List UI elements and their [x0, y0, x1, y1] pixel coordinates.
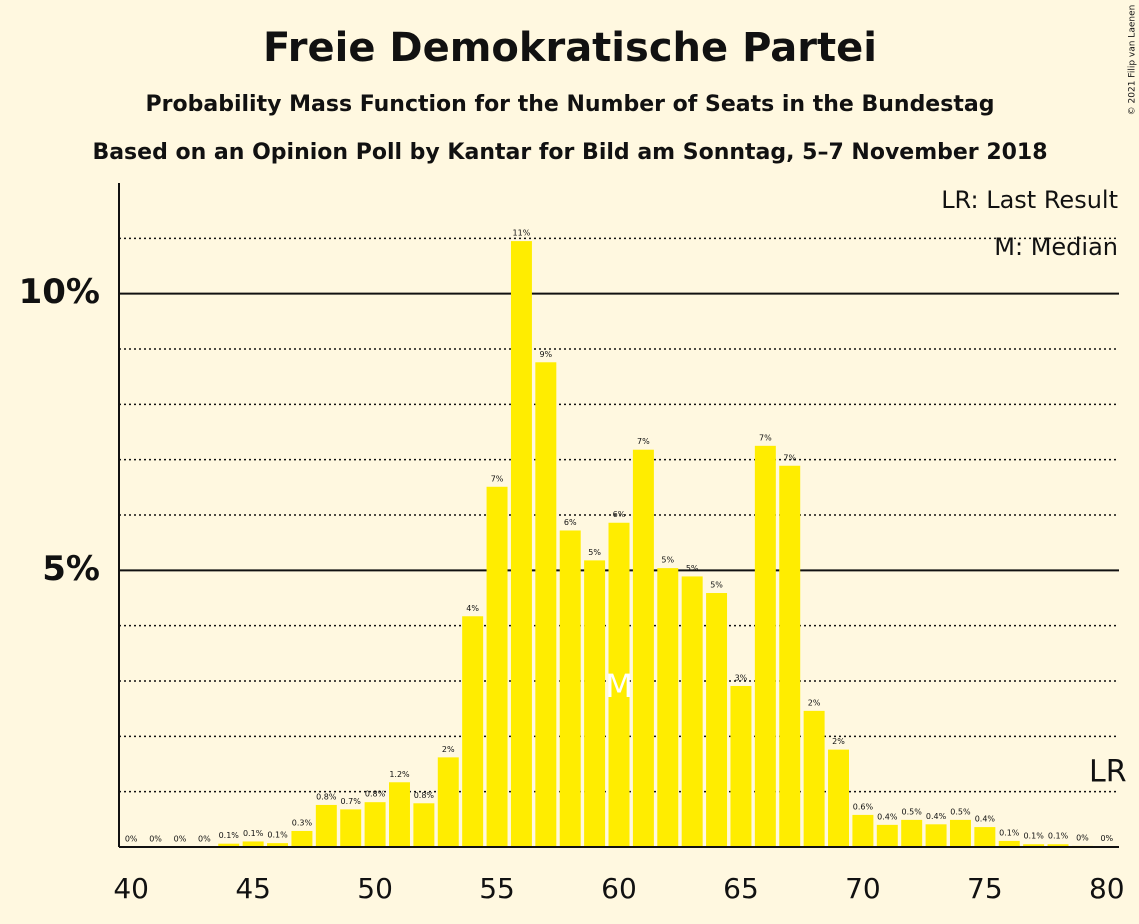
bar — [340, 809, 362, 847]
value-label: 0.3% — [292, 818, 313, 827]
median-marker: M — [605, 667, 633, 705]
copyright: © 2021 Filip van Laenen — [1128, 5, 1138, 116]
bar — [706, 593, 728, 847]
y-tick-label: 10% — [19, 272, 100, 312]
bar — [1023, 844, 1045, 847]
legend-text: M: Median — [994, 233, 1118, 261]
bar — [486, 486, 508, 847]
value-label: 0.8% — [316, 792, 337, 801]
bar — [584, 560, 606, 847]
value-label: 6% — [613, 510, 626, 519]
bar — [267, 843, 289, 847]
value-label: 7% — [491, 474, 504, 483]
value-label: 6% — [564, 518, 577, 527]
x-tick-label: 70 — [845, 872, 881, 905]
bar — [949, 819, 971, 847]
bar — [608, 522, 630, 847]
x-tick-label: 60 — [601, 872, 637, 905]
value-label: 0% — [149, 835, 162, 844]
value-label: 2% — [832, 737, 845, 746]
bar — [779, 465, 801, 847]
value-label: 0.1% — [1048, 832, 1069, 841]
value-label: 0.5% — [950, 807, 971, 816]
value-label: 0.1% — [999, 828, 1020, 837]
x-tick-label: 55 — [479, 872, 515, 905]
value-label: 11% — [513, 229, 531, 238]
y-tick-label: 5% — [42, 549, 100, 589]
bar — [754, 445, 776, 847]
value-label: 7% — [637, 437, 650, 446]
legend-text: LR: Last Result — [941, 186, 1118, 214]
value-label: 2% — [808, 698, 821, 707]
x-tick-label: 65 — [723, 872, 759, 905]
bar — [828, 749, 849, 847]
value-label: 0.5% — [902, 807, 923, 816]
x-tick-label: 80 — [1089, 872, 1125, 905]
bar — [437, 757, 459, 847]
last-result-marker: LR — [1089, 755, 1127, 790]
value-label: 2% — [442, 745, 455, 754]
value-label: 0.7% — [341, 797, 362, 806]
value-label: 5% — [588, 548, 601, 557]
value-label: 0.4% — [975, 815, 996, 824]
value-label: 0.1% — [1023, 832, 1044, 841]
subtitle: Based on an Opinion Poll by Kantar for B… — [92, 140, 1047, 165]
bar — [1047, 844, 1069, 847]
x-tick-label: 40 — [113, 872, 149, 905]
value-label: 0.4% — [877, 812, 898, 821]
value-label: 0% — [1076, 833, 1089, 842]
bar — [364, 802, 386, 847]
value-label: 1.2% — [389, 770, 410, 779]
value-label: 0.6% — [853, 802, 874, 811]
value-label: 5% — [710, 581, 723, 590]
bar — [535, 362, 557, 847]
value-label: 0% — [125, 835, 138, 844]
value-label: 5% — [686, 564, 699, 573]
bar — [681, 576, 703, 847]
x-tick-label: 75 — [967, 872, 1003, 905]
bar — [657, 568, 679, 847]
bar — [803, 710, 825, 847]
value-label: 0.4% — [926, 812, 947, 821]
value-label: 7% — [759, 433, 772, 442]
value-label: 0.1% — [219, 831, 240, 840]
bar — [974, 827, 996, 847]
value-label: 9% — [539, 350, 552, 359]
value-label: 3% — [735, 673, 748, 682]
value-label: 0.1% — [243, 829, 264, 838]
bar — [389, 782, 410, 847]
bar — [218, 843, 240, 847]
value-label: 0.8% — [365, 790, 386, 799]
bar — [730, 685, 752, 847]
value-label: 0% — [198, 835, 211, 844]
bar — [242, 841, 264, 847]
value-label: 7% — [783, 453, 796, 462]
bar — [632, 449, 654, 847]
subtitle: Probability Mass Function for the Number… — [146, 92, 995, 117]
value-label: 0.8% — [414, 791, 435, 800]
bar — [462, 616, 484, 847]
bar — [291, 830, 313, 847]
bar — [559, 530, 581, 847]
value-label: 5% — [661, 556, 674, 565]
bar — [901, 819, 923, 847]
bar — [925, 824, 947, 847]
bar — [852, 814, 874, 847]
x-tick-label: 45 — [235, 872, 271, 905]
value-label: 4% — [466, 604, 479, 613]
bar — [876, 824, 898, 847]
bar — [413, 803, 435, 847]
bar — [315, 804, 337, 847]
bar — [998, 840, 1020, 847]
x-tick-label: 50 — [357, 872, 393, 905]
chart-title: Freie Demokratische Partei — [263, 25, 877, 71]
value-label: 0% — [1100, 834, 1113, 843]
value-label: 0.1% — [267, 831, 288, 840]
bar — [510, 241, 532, 848]
value-label: 0% — [174, 835, 187, 844]
